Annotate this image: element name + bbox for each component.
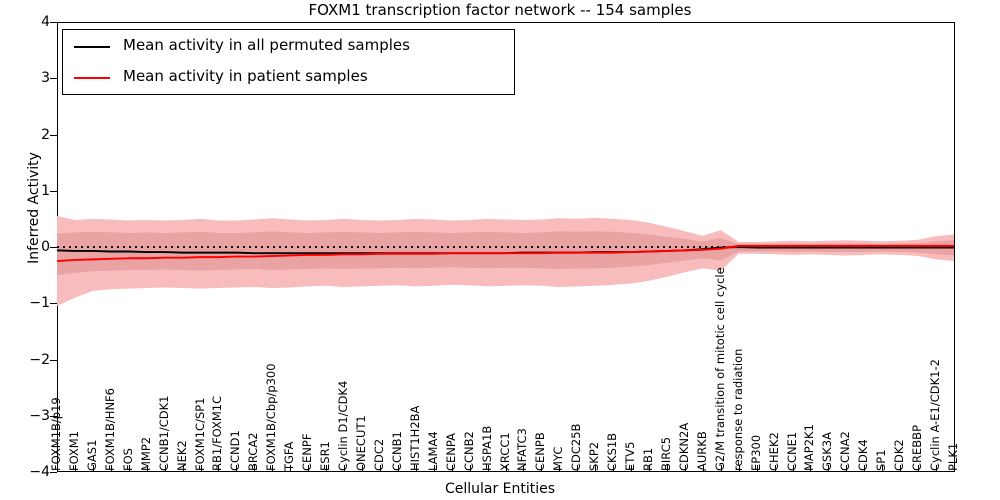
x-axis-tick-label: XRCC1 [497,432,512,471]
x-axis-tick-label: HIST1H2BA [407,405,422,471]
x-axis-tick-label: SP1 [874,449,889,471]
x-axis-tick-label: CDK2 [892,439,907,471]
x-axis-tick-label: CKS1B [605,432,620,471]
x-axis-tick-label: GSK3A [820,432,835,471]
y-axis-tick-label: −3 [29,407,50,424]
x-axis-tick-label: CCND1 [228,430,243,471]
x-axis-tick-label: PLK1 [946,442,960,471]
x-axis-tick-label: CCNB1 [389,431,404,471]
x-axis-tick-label: CDK4 [856,439,871,471]
y-axis-tick-mark [50,78,57,80]
x-axis-tick-label: FOS [120,448,135,471]
x-axis-tick-label: CENPB [533,432,548,471]
x-axis-tick-label: CCNE1 [784,431,799,471]
x-axis-tick-label: CDC25B [569,423,584,471]
x-axis-tick-label: NEK2 [174,440,189,471]
x-axis-tick-label: BIRC5 [658,436,673,471]
y-axis-tick-mark [50,247,57,248]
x-axis-label: Cellular Entities [444,481,556,497]
x-axis-tick-label: response to radiation [730,348,745,471]
x-axis-tick-label: LAMA4 [425,431,440,471]
y-axis-tick-mark [50,359,57,361]
chart-title: FOXM1 transcription factor network -- 15… [308,1,692,19]
x-axis-tick-label: CREBBP [910,425,925,471]
x-axis-tick-label: RB1/FOXM1C [210,395,225,471]
x-axis-tick-label: GAS1 [84,439,99,471]
y-axis-tick-label: 2 [41,126,50,143]
x-axis-tick-label: NFATC3 [515,428,530,471]
x-axis-tick-label: CENPF [300,433,315,471]
x-axis-tick-label: BRCA2 [246,432,261,471]
y-axis-tick-mark [50,190,57,192]
y-axis-tick-label: −4 [29,464,50,480]
x-axis-tick-label: Cyclin D1/CDK4 [336,380,351,471]
x-axis-tick-label: CCNA2 [838,431,853,471]
x-axis-tick-label: CCNB2 [461,431,476,471]
legend-swatch-permuted [74,46,110,48]
x-axis-tick-label: ETV5 [623,441,638,471]
x-axis-tick-label: CENPA [443,433,458,471]
y-axis-label: Inferred Activity [26,152,42,264]
x-axis-tick-label: AURKB [694,431,709,471]
y-axis-tick-mark [50,22,57,23]
x-axis-tick-label: CCNB1/CDK1 [156,395,171,472]
x-axis-tick-label: FOXM1B/HNF6 [102,388,117,471]
x-axis-tick-label: RB1 [641,447,656,471]
legend-item-patient: Mean activity in patient samples [63,61,514,94]
x-axis-tick-label: SKP2 [587,441,602,471]
y-axis-tick-label: 0 [41,239,50,255]
x-axis-tick-label: MAP2K1 [802,424,817,471]
legend-label-permuted: Mean activity in all permuted samples [123,36,410,54]
x-axis-tick-label: MYC [551,446,566,471]
x-axis-tick-label: CDC2 [371,438,386,471]
y-axis-tick-label: 1 [41,182,50,199]
x-axis-tick-label: CHEK2 [766,432,781,471]
x-axis-tick-label: Cyclin A-E1/CDK1-2 [928,359,943,471]
y-axis-tick-label: 3 [41,70,50,87]
y-axis-tick-mark [50,134,57,136]
x-axis-tick-label: MMP2 [138,436,153,471]
x-axis-tick-label: FOXM1B/p19 [49,397,63,471]
x-axis-tick-label: EP300 [748,434,763,471]
legend-label-patient: Mean activity in patient samples [123,67,368,85]
chart-legend: Mean activity in all permuted samples Me… [62,29,515,95]
x-axis-tick-label: CDKN2A [676,422,691,471]
legend-item-permuted: Mean activity in all permuted samples [63,30,514,63]
x-axis-tick-label: FOXM1B/Cbp/p300 [264,363,279,471]
x-axis-tick-label: ESR1 [318,441,333,471]
x-axis-tick-label: FOXM1 [66,430,81,471]
plot-canvas [57,216,955,307]
x-axis-tick-label: HSPA1B [479,425,494,471]
y-axis-tick-label: 4 [41,14,50,30]
x-axis-tick-label: G2/M transition of mitotic cell cycle [712,267,727,471]
x-axis-tick-label: FOXM1C/SP1 [192,397,207,471]
x-axis-tick-label: ONECUT1 [353,415,368,471]
y-axis-tick-mark [50,415,57,417]
y-axis-tick-mark [50,303,57,305]
legend-swatch-patient [74,77,110,79]
y-axis-tick-label: −2 [29,351,50,368]
y-axis-tick-mark [50,472,57,473]
y-axis-tick-label: −1 [29,295,50,312]
x-axis-tick-label: TGFA [282,441,297,471]
